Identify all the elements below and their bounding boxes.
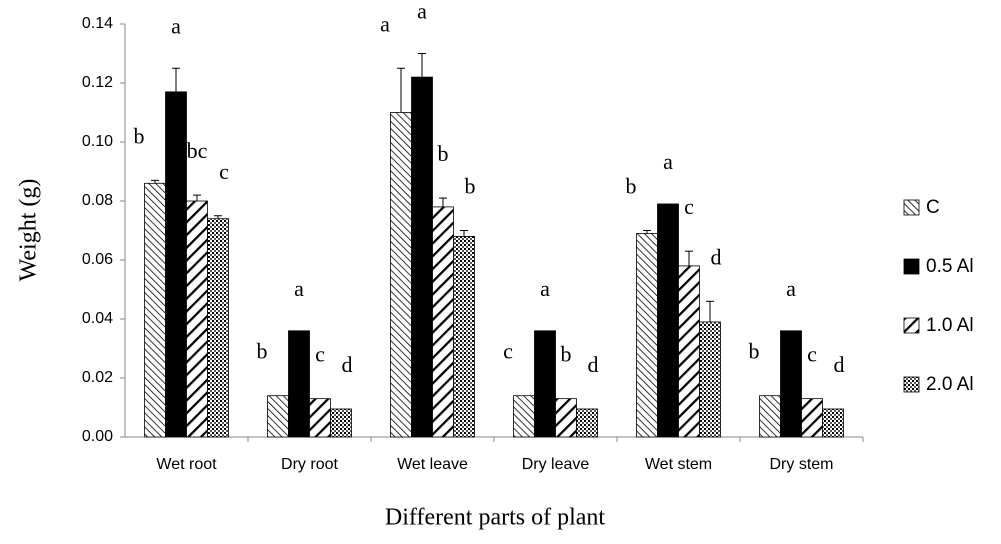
y-tick-label: 0.02 xyxy=(82,369,113,386)
bar xyxy=(780,330,802,438)
significance-letter: a xyxy=(417,0,427,24)
significance-letter: a xyxy=(540,276,550,301)
significance-letter: bc xyxy=(187,138,208,163)
significance-letter: b xyxy=(438,141,449,166)
x-tick-label: Dry leave xyxy=(522,456,590,473)
bar xyxy=(699,321,721,438)
significance-letter: c xyxy=(315,342,325,367)
y-tick-label: 0.10 xyxy=(82,133,113,150)
bar xyxy=(165,91,187,438)
y-axis-title: Weight (g) xyxy=(16,179,42,282)
bar xyxy=(759,395,781,438)
significance-letter: a xyxy=(294,276,304,301)
significance-letter: d xyxy=(834,352,845,377)
significance-letter: c xyxy=(503,339,513,364)
x-tick-label: Dry root xyxy=(281,456,338,473)
y-tick-label: 0.06 xyxy=(82,251,113,268)
legend-label: 2.0 Al xyxy=(926,374,974,395)
bar xyxy=(657,203,679,438)
bar xyxy=(636,233,658,438)
legend-label: 0.5 Al xyxy=(926,256,974,277)
significance-letter: a xyxy=(663,149,673,174)
y-tick-label: 0.08 xyxy=(82,192,113,209)
legend-swatch xyxy=(903,258,920,275)
bar xyxy=(309,398,331,438)
bar xyxy=(186,200,208,438)
bar xyxy=(288,330,310,438)
significance-letter: a xyxy=(171,13,181,38)
bar xyxy=(534,330,556,438)
significance-letter: d xyxy=(588,352,599,377)
bar xyxy=(576,408,598,438)
bar xyxy=(330,408,352,438)
significance-letter: d xyxy=(342,352,353,377)
bar xyxy=(267,395,289,438)
bar xyxy=(513,395,535,438)
significance-letter: c xyxy=(684,194,694,219)
legend-swatch xyxy=(903,376,920,393)
significance-letter: d xyxy=(711,244,722,269)
y-tick-label: 0.14 xyxy=(82,15,113,32)
bar xyxy=(555,398,577,438)
bar xyxy=(453,235,475,438)
significance-letter: b xyxy=(561,342,572,367)
significance-letter: b xyxy=(749,339,760,364)
bar xyxy=(822,408,844,438)
y-tick-label: 0.00 xyxy=(82,428,113,445)
legend-swatch xyxy=(903,199,920,216)
bar xyxy=(411,76,433,438)
significance-letter: b xyxy=(257,339,268,364)
bar xyxy=(678,265,700,438)
legend-label: C xyxy=(926,197,940,218)
bar xyxy=(432,206,454,438)
legend-label: 1.0 Al xyxy=(926,315,974,336)
bar xyxy=(801,398,823,438)
significance-letter: b xyxy=(626,174,637,199)
x-tick-label: Wet root xyxy=(156,456,217,473)
x-tick-label: Wet stem xyxy=(645,456,712,473)
y-tick-label: 0.04 xyxy=(82,310,113,327)
significance-letter: c xyxy=(219,159,229,184)
x-tick-label: Dry stem xyxy=(770,456,834,473)
bar xyxy=(144,182,166,438)
bar xyxy=(390,112,412,438)
significance-letter: b xyxy=(134,123,145,148)
bar xyxy=(207,218,229,438)
x-tick-label: Wet leave xyxy=(397,456,468,473)
y-tick-label: 0.12 xyxy=(82,74,113,91)
significance-letter: c xyxy=(807,342,817,367)
x-axis-title: Different parts of plant xyxy=(385,505,605,531)
legend-swatch xyxy=(903,317,920,334)
significance-letter: b xyxy=(465,174,476,199)
significance-letter: a xyxy=(786,276,796,301)
significance-letter: a xyxy=(380,11,390,36)
